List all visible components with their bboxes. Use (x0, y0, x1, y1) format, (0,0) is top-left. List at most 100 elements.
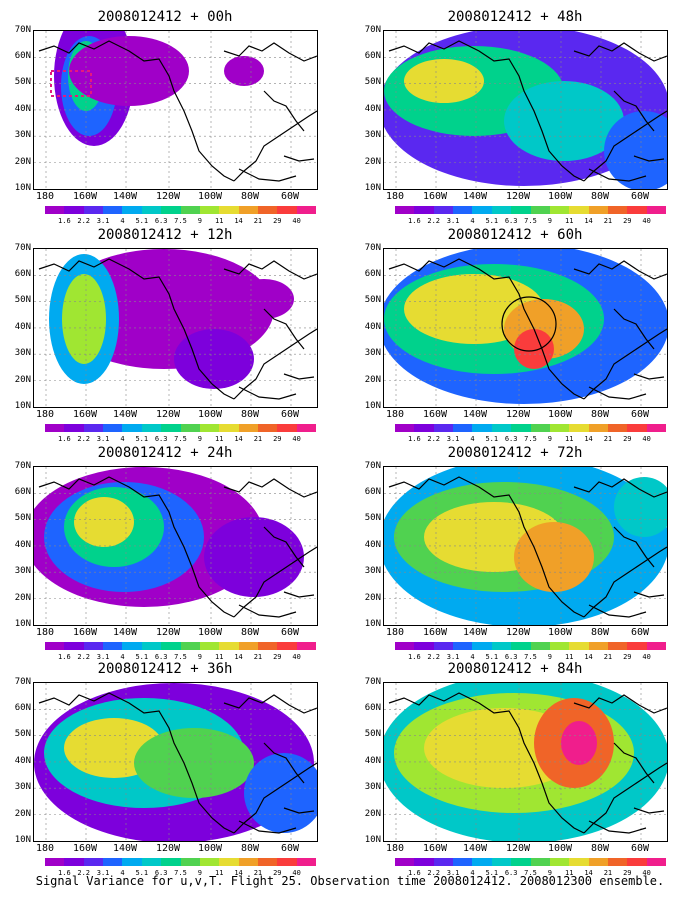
latitude-label: 40N (14, 104, 31, 114)
map-plot (383, 248, 668, 408)
colorbar-swatch (433, 424, 454, 432)
latitude-label: 60N (14, 269, 31, 279)
longitude-label: 120W (155, 627, 181, 638)
longitude-label: 80W (240, 409, 260, 420)
longitude-label: 140W (462, 843, 488, 854)
variance-field (384, 31, 667, 189)
map-panel: 2008012412 + 12h 70N 60N 50N 40N 30N 20N 10N 180… (0, 226, 330, 443)
map-plot (33, 248, 318, 408)
figure-caption: Signal Variance for u,v,T. Flight 25. Ob… (35, 874, 665, 888)
colorbar-swatch (453, 642, 473, 650)
variance-field (384, 683, 667, 841)
colorbar-label: 7.5 (174, 653, 187, 661)
longitude-label: 60W (280, 843, 300, 854)
colorbar (45, 424, 317, 432)
latitude-label: 60N (364, 487, 381, 497)
colorbar-label: 40 (642, 217, 651, 225)
contour-region (604, 111, 667, 189)
colorbar-label: 9 (197, 435, 202, 443)
longitude-label: 100W (197, 843, 223, 854)
colorbar-label: 6.3 (154, 217, 168, 225)
colorbar-swatch (395, 858, 415, 866)
longitude-label: 160W (422, 191, 448, 202)
colorbar-label: 40 (292, 435, 301, 443)
colorbar-label: 29 (623, 217, 632, 225)
longitude-label: 140W (112, 409, 138, 420)
contour-region (561, 721, 597, 765)
colorbar-swatch (45, 206, 65, 214)
colorbar-label: 40 (292, 869, 301, 877)
colorbar-swatch (257, 858, 278, 866)
latitude-label: 60N (14, 51, 31, 61)
colorbar-swatch (491, 642, 512, 650)
colorbar-swatch (180, 858, 200, 866)
colorbar-swatch (277, 642, 297, 650)
colorbar-swatch (122, 858, 142, 866)
coastline (38, 258, 317, 400)
colorbar-swatch (549, 642, 570, 650)
colorbar-swatch (180, 642, 200, 650)
latitude-label: 30N (14, 566, 31, 576)
panel-title: 2008012412 + 48h (447, 9, 583, 25)
longitude-label: 140W (112, 627, 138, 638)
colorbar-label: 2.2 (427, 435, 441, 443)
panel-title: 2008012412 + 12h (97, 227, 233, 243)
latitude-label: 60N (364, 703, 381, 713)
longitude-label: 120W (155, 191, 181, 202)
latitude-label: 30N (364, 566, 381, 576)
latitude-label: 30N (14, 782, 31, 792)
colorbar-label: 14 (584, 653, 593, 661)
longitude-label: 120W (155, 843, 181, 854)
colorbar-label: 1.6 (58, 869, 71, 877)
colorbar-swatch (569, 206, 589, 214)
colorbar-swatch (296, 642, 317, 650)
latitude-label: 50N (14, 513, 31, 523)
colorbar-label: 14 (234, 435, 243, 443)
colorbar-swatch (277, 858, 297, 866)
longitude-label: 100W (197, 409, 223, 420)
map-panel: 2008012412 + 60h 70N 60N 50N 40N 30N 20N 10N 180… (350, 226, 680, 443)
colorbar-swatch (530, 858, 550, 866)
colorbar-label: 29 (273, 869, 282, 877)
contour-region (69, 36, 189, 106)
latitude-label: 40N (14, 756, 31, 766)
latitude-label: 10N (14, 401, 31, 411)
colorbar-swatch (588, 424, 608, 432)
longitude-label: 160W (422, 843, 448, 854)
latitude-label: 10N (14, 619, 31, 629)
longitude-label: 180 (35, 409, 55, 420)
contour-region (204, 517, 304, 597)
longitude-label: 80W (590, 627, 610, 638)
coastline (38, 476, 317, 618)
colorbar-label: 2.2 (77, 217, 91, 225)
colorbar-label: 1.6 (58, 217, 71, 225)
colorbar-swatch (141, 858, 162, 866)
latitude-label: 40N (14, 322, 31, 332)
coastline (588, 155, 665, 182)
colorbar-swatch (414, 858, 434, 866)
colorbar-swatch (414, 424, 434, 432)
colorbar-label: 1.6 (58, 653, 71, 661)
colorbar-swatch (472, 424, 492, 432)
latitude-label: 30N (364, 348, 381, 358)
colorbar-swatch (122, 424, 142, 432)
contour-region (504, 81, 624, 161)
longitude-label: 180 (35, 843, 55, 854)
colorbar-swatch (296, 858, 317, 866)
colorbar-swatch (83, 424, 104, 432)
colorbar-swatch (530, 206, 550, 214)
latitude-label: 60N (14, 487, 31, 497)
contour-region (134, 728, 254, 798)
colorbar-swatch (607, 858, 628, 866)
coastline (38, 40, 317, 182)
colorbar-swatch (588, 858, 608, 866)
contour-region (514, 329, 554, 369)
latitude-label: 70N (364, 461, 381, 471)
colorbar-swatch (588, 642, 608, 650)
latitude-label: 70N (364, 243, 381, 253)
coastline (38, 692, 317, 834)
coastline (588, 591, 665, 618)
longitude-label: 80W (240, 843, 260, 854)
latitude-label: 20N (14, 157, 31, 167)
map-plot (33, 30, 318, 190)
